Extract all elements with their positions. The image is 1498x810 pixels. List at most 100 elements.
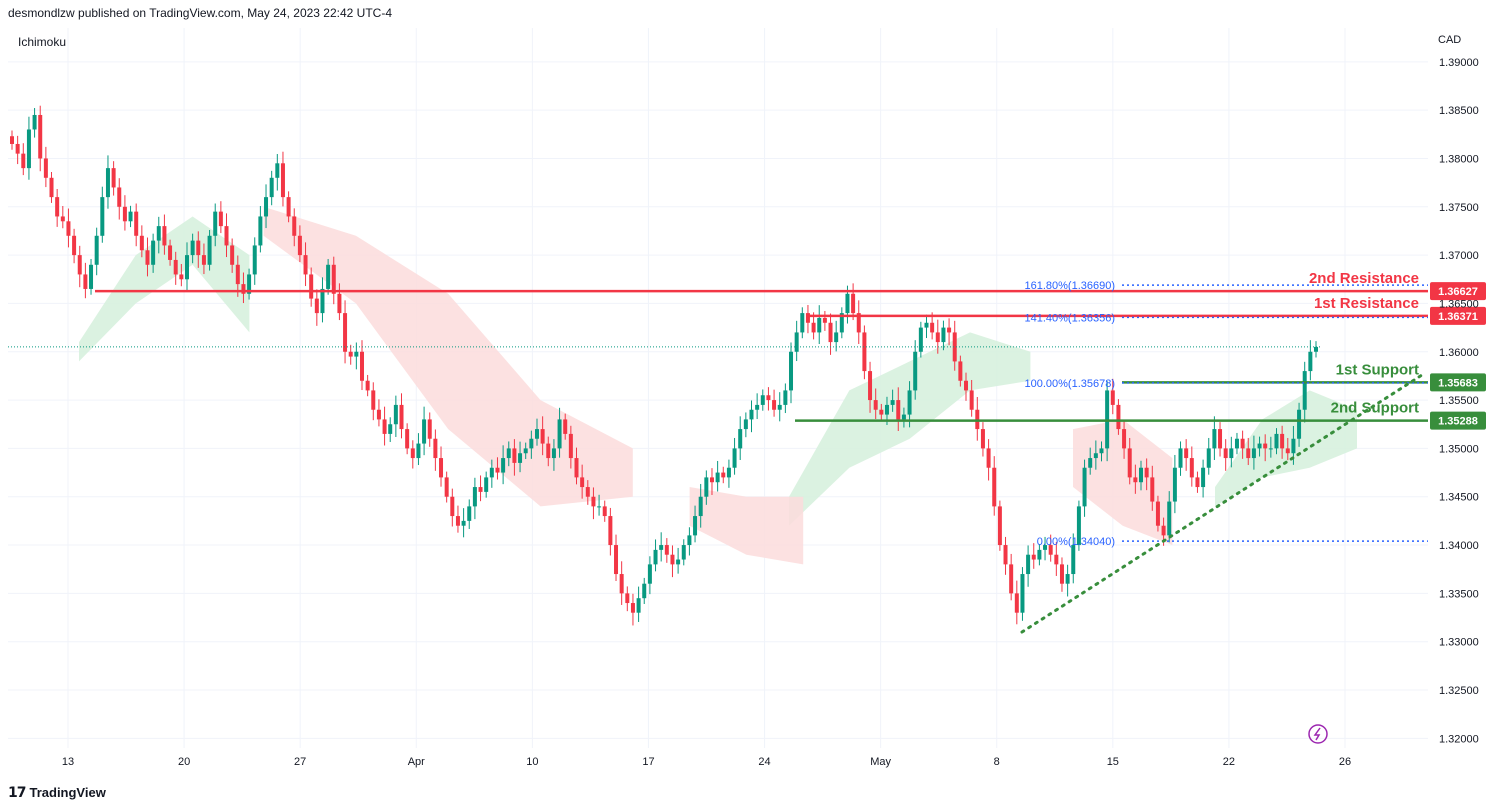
replay-icon[interactable] xyxy=(1308,724,1328,744)
candle-body xyxy=(1167,501,1172,536)
fibonacci-levels: 161.80%(1.36690) 141.40%(1.36356) 100.00%(… xyxy=(1024,280,1428,548)
candle-body xyxy=(834,332,839,343)
candle-body xyxy=(868,371,873,401)
candle-body xyxy=(805,313,810,323)
candle-body xyxy=(331,264,336,294)
candle-body xyxy=(139,235,144,251)
candle-body xyxy=(1229,448,1234,459)
candle-body xyxy=(230,245,235,265)
cloud-bullish xyxy=(789,332,1031,526)
brand-footer[interactable]: 𝟭𝟳 TradingView xyxy=(8,784,106,801)
candle-body xyxy=(1206,448,1211,468)
candle-body xyxy=(760,395,765,405)
candle-body xyxy=(1184,448,1189,459)
candle-body xyxy=(501,458,506,473)
ichimoku-cloud xyxy=(79,206,1357,565)
candle-body xyxy=(201,255,206,265)
candle-body xyxy=(1093,453,1098,459)
candle-body xyxy=(1274,433,1279,449)
candle-body xyxy=(800,313,805,333)
candle-body xyxy=(732,448,737,468)
price-tag xyxy=(1430,373,1486,392)
x-tick-label: 24 xyxy=(758,756,770,768)
x-tick-label: 22 xyxy=(1223,756,1235,768)
candle-body xyxy=(839,313,844,333)
candle-body xyxy=(1178,448,1183,468)
fib-label: 0.00%(1.34040) xyxy=(1037,536,1115,548)
x-tick-label: 10 xyxy=(526,756,538,768)
cloud-bearish xyxy=(1073,419,1173,546)
candle-body xyxy=(247,274,252,294)
candle-body xyxy=(964,380,969,391)
candle-body xyxy=(478,487,483,492)
candle-body xyxy=(371,390,376,410)
candle-body xyxy=(557,419,562,449)
candle-body xyxy=(450,496,455,517)
candle-body xyxy=(326,264,331,289)
candle-body xyxy=(693,516,698,536)
candle-body xyxy=(218,211,223,227)
candle-body xyxy=(709,477,714,483)
price-tag-value: 1.35683 xyxy=(1438,377,1478,389)
candle-body xyxy=(21,153,26,169)
candle-body xyxy=(670,554,675,565)
candle-body xyxy=(190,240,195,256)
candle-body xyxy=(772,400,777,410)
candle-body xyxy=(444,477,449,497)
candle-body xyxy=(489,467,494,478)
candle-body xyxy=(1172,467,1177,502)
candle-body xyxy=(817,317,822,333)
candle-body xyxy=(495,467,500,473)
cloud-bullish xyxy=(79,216,250,362)
price-tag xyxy=(1430,411,1486,430)
candle-body xyxy=(382,419,387,434)
y-tick-label: 1.32000 xyxy=(1439,733,1479,745)
candle-body xyxy=(721,472,726,478)
y-tick-label: 1.36500 xyxy=(1439,298,1479,310)
candle-body xyxy=(1285,448,1290,454)
candle-body xyxy=(952,332,957,362)
candle-body xyxy=(969,390,974,410)
candle-body xyxy=(681,545,686,560)
candle-body xyxy=(168,245,173,260)
support-trendline xyxy=(1020,371,1427,634)
x-tick-label: Apr xyxy=(408,756,425,768)
candle-body xyxy=(66,221,71,236)
price-tag-value: 1.36371 xyxy=(1438,311,1478,323)
level-label: 1st Support xyxy=(1336,361,1419,378)
fib-label: 141.40%(1.36356) xyxy=(1024,312,1115,324)
candle-body xyxy=(235,264,240,285)
candle-body xyxy=(196,240,201,256)
candle-body xyxy=(275,163,280,178)
candle-body xyxy=(997,506,1002,546)
candle-body xyxy=(354,351,359,357)
candle-body xyxy=(1088,458,1093,468)
candle-body xyxy=(1054,554,1059,565)
time-axis: 13 20 27 Apr 10 17 24 May 8 15 22 26 xyxy=(62,756,1351,768)
candle-body xyxy=(591,496,596,507)
candle-body xyxy=(1308,351,1313,372)
candle-body xyxy=(111,168,116,188)
candle-body xyxy=(1201,467,1206,488)
candle-body xyxy=(1139,467,1144,483)
candle-body xyxy=(783,390,788,405)
candle-body xyxy=(1014,593,1019,613)
candle-body xyxy=(1020,574,1025,613)
candle-body xyxy=(647,564,652,584)
y-tick-label: 1.38000 xyxy=(1439,153,1479,165)
candle-body xyxy=(303,255,308,275)
candle-body xyxy=(918,327,923,352)
candle-body xyxy=(309,274,314,299)
candle-body xyxy=(811,322,816,333)
candle-body xyxy=(1003,545,1008,565)
candle-body xyxy=(337,293,342,314)
candle-body xyxy=(845,293,850,314)
candle-body xyxy=(659,545,664,550)
y-tick-label: 1.36000 xyxy=(1439,347,1479,359)
candle-body xyxy=(743,419,748,430)
indicator-label[interactable]: Ichimoku xyxy=(18,35,67,49)
candle-body xyxy=(15,143,20,154)
candle-body xyxy=(1223,448,1228,459)
y-tick-label: 1.39000 xyxy=(1439,57,1479,69)
